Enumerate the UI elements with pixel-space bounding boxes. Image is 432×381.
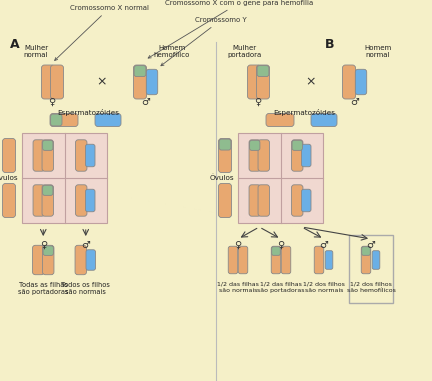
Text: ×: ×: [306, 75, 316, 88]
Text: Mulher
portadora: Mulher portadora: [227, 45, 261, 58]
Text: ♀: ♀: [254, 97, 261, 107]
FancyBboxPatch shape: [95, 114, 121, 126]
Text: Mulher
normal: Mulher normal: [24, 45, 48, 58]
Text: B: B: [325, 38, 334, 51]
Text: ♂: ♂: [142, 97, 150, 107]
Text: ♀: ♀: [40, 240, 47, 250]
Text: Cromossomo X com o gene para hemofilia: Cromossomo X com o gene para hemofilia: [148, 0, 313, 58]
FancyBboxPatch shape: [51, 65, 64, 99]
Bar: [349, 235, 393, 303]
FancyBboxPatch shape: [146, 69, 158, 95]
FancyBboxPatch shape: [248, 65, 260, 99]
Text: 1/2 das filhas
são portadoras: 1/2 das filhas são portadoras: [257, 282, 305, 293]
FancyBboxPatch shape: [228, 246, 238, 274]
FancyBboxPatch shape: [292, 140, 302, 150]
FancyBboxPatch shape: [43, 185, 53, 195]
FancyBboxPatch shape: [219, 139, 231, 150]
Text: 1/2 das filhas
são normais: 1/2 das filhas são normais: [217, 282, 259, 293]
FancyBboxPatch shape: [42, 245, 54, 275]
FancyBboxPatch shape: [238, 246, 248, 274]
FancyBboxPatch shape: [250, 140, 260, 150]
FancyBboxPatch shape: [76, 140, 87, 171]
FancyBboxPatch shape: [343, 65, 356, 99]
FancyBboxPatch shape: [86, 189, 95, 212]
FancyBboxPatch shape: [41, 65, 54, 99]
Text: ♂: ♂: [351, 97, 359, 107]
FancyBboxPatch shape: [3, 139, 16, 173]
Text: Óvulos: Óvulos: [0, 175, 18, 181]
Text: ♂: ♂: [367, 240, 375, 250]
FancyBboxPatch shape: [302, 144, 311, 167]
FancyBboxPatch shape: [292, 185, 303, 216]
Text: ♂: ♂: [81, 240, 90, 250]
FancyBboxPatch shape: [219, 184, 232, 218]
FancyBboxPatch shape: [362, 247, 370, 255]
FancyBboxPatch shape: [372, 251, 380, 269]
FancyBboxPatch shape: [219, 139, 232, 173]
FancyBboxPatch shape: [249, 185, 260, 216]
Text: ♀: ♀: [277, 240, 285, 250]
FancyBboxPatch shape: [311, 114, 337, 126]
Bar: [238, 133, 323, 223]
Text: Todos os filhos
são normais: Todos os filhos são normais: [61, 282, 110, 295]
FancyBboxPatch shape: [42, 140, 54, 171]
Text: ×: ×: [97, 75, 107, 88]
FancyBboxPatch shape: [258, 140, 270, 171]
Text: Todas as filhas
são portadoras: Todas as filhas são portadoras: [18, 282, 69, 295]
FancyBboxPatch shape: [33, 185, 44, 216]
FancyBboxPatch shape: [86, 250, 95, 270]
FancyBboxPatch shape: [355, 69, 367, 95]
FancyBboxPatch shape: [292, 140, 303, 171]
Text: ♀: ♀: [48, 97, 56, 107]
FancyBboxPatch shape: [271, 246, 281, 274]
Text: Cromossomo Y: Cromossomo Y: [161, 17, 247, 66]
FancyBboxPatch shape: [76, 185, 87, 216]
Text: Óvulos: Óvulos: [210, 175, 234, 181]
FancyBboxPatch shape: [50, 114, 78, 126]
FancyBboxPatch shape: [249, 140, 260, 171]
Text: Cromossomo X normal: Cromossomo X normal: [55, 5, 149, 61]
FancyBboxPatch shape: [51, 114, 62, 126]
Text: Homem
normal: Homem normal: [364, 45, 392, 58]
FancyBboxPatch shape: [257, 66, 269, 77]
FancyBboxPatch shape: [281, 246, 291, 274]
FancyBboxPatch shape: [43, 246, 54, 255]
Text: Homem
hemofílico: Homem hemofílico: [154, 45, 190, 58]
FancyBboxPatch shape: [133, 65, 146, 99]
FancyBboxPatch shape: [266, 114, 294, 126]
Bar: [22, 133, 107, 223]
Text: ♀: ♀: [235, 240, 241, 250]
Text: 1/2 dos filhos
são hemofílicos: 1/2 dos filhos são hemofílicos: [346, 282, 395, 293]
FancyBboxPatch shape: [33, 140, 44, 171]
FancyBboxPatch shape: [258, 185, 270, 216]
FancyBboxPatch shape: [42, 185, 54, 216]
FancyBboxPatch shape: [257, 65, 270, 99]
Text: 1/2 dos filhos
são normais: 1/2 dos filhos são normais: [303, 282, 345, 293]
FancyBboxPatch shape: [86, 144, 95, 167]
FancyBboxPatch shape: [32, 245, 44, 275]
FancyBboxPatch shape: [3, 184, 16, 218]
FancyBboxPatch shape: [325, 251, 333, 269]
Text: ♂: ♂: [320, 240, 328, 250]
FancyBboxPatch shape: [272, 247, 280, 255]
Text: Espermatozóides: Espermatozóides: [57, 109, 119, 117]
FancyBboxPatch shape: [134, 66, 146, 77]
FancyBboxPatch shape: [302, 189, 311, 212]
FancyBboxPatch shape: [361, 246, 371, 274]
FancyBboxPatch shape: [43, 140, 53, 150]
Text: A: A: [10, 38, 19, 51]
Text: Espermatozóides: Espermatozóides: [273, 109, 335, 117]
FancyBboxPatch shape: [314, 246, 324, 274]
FancyBboxPatch shape: [75, 245, 86, 275]
